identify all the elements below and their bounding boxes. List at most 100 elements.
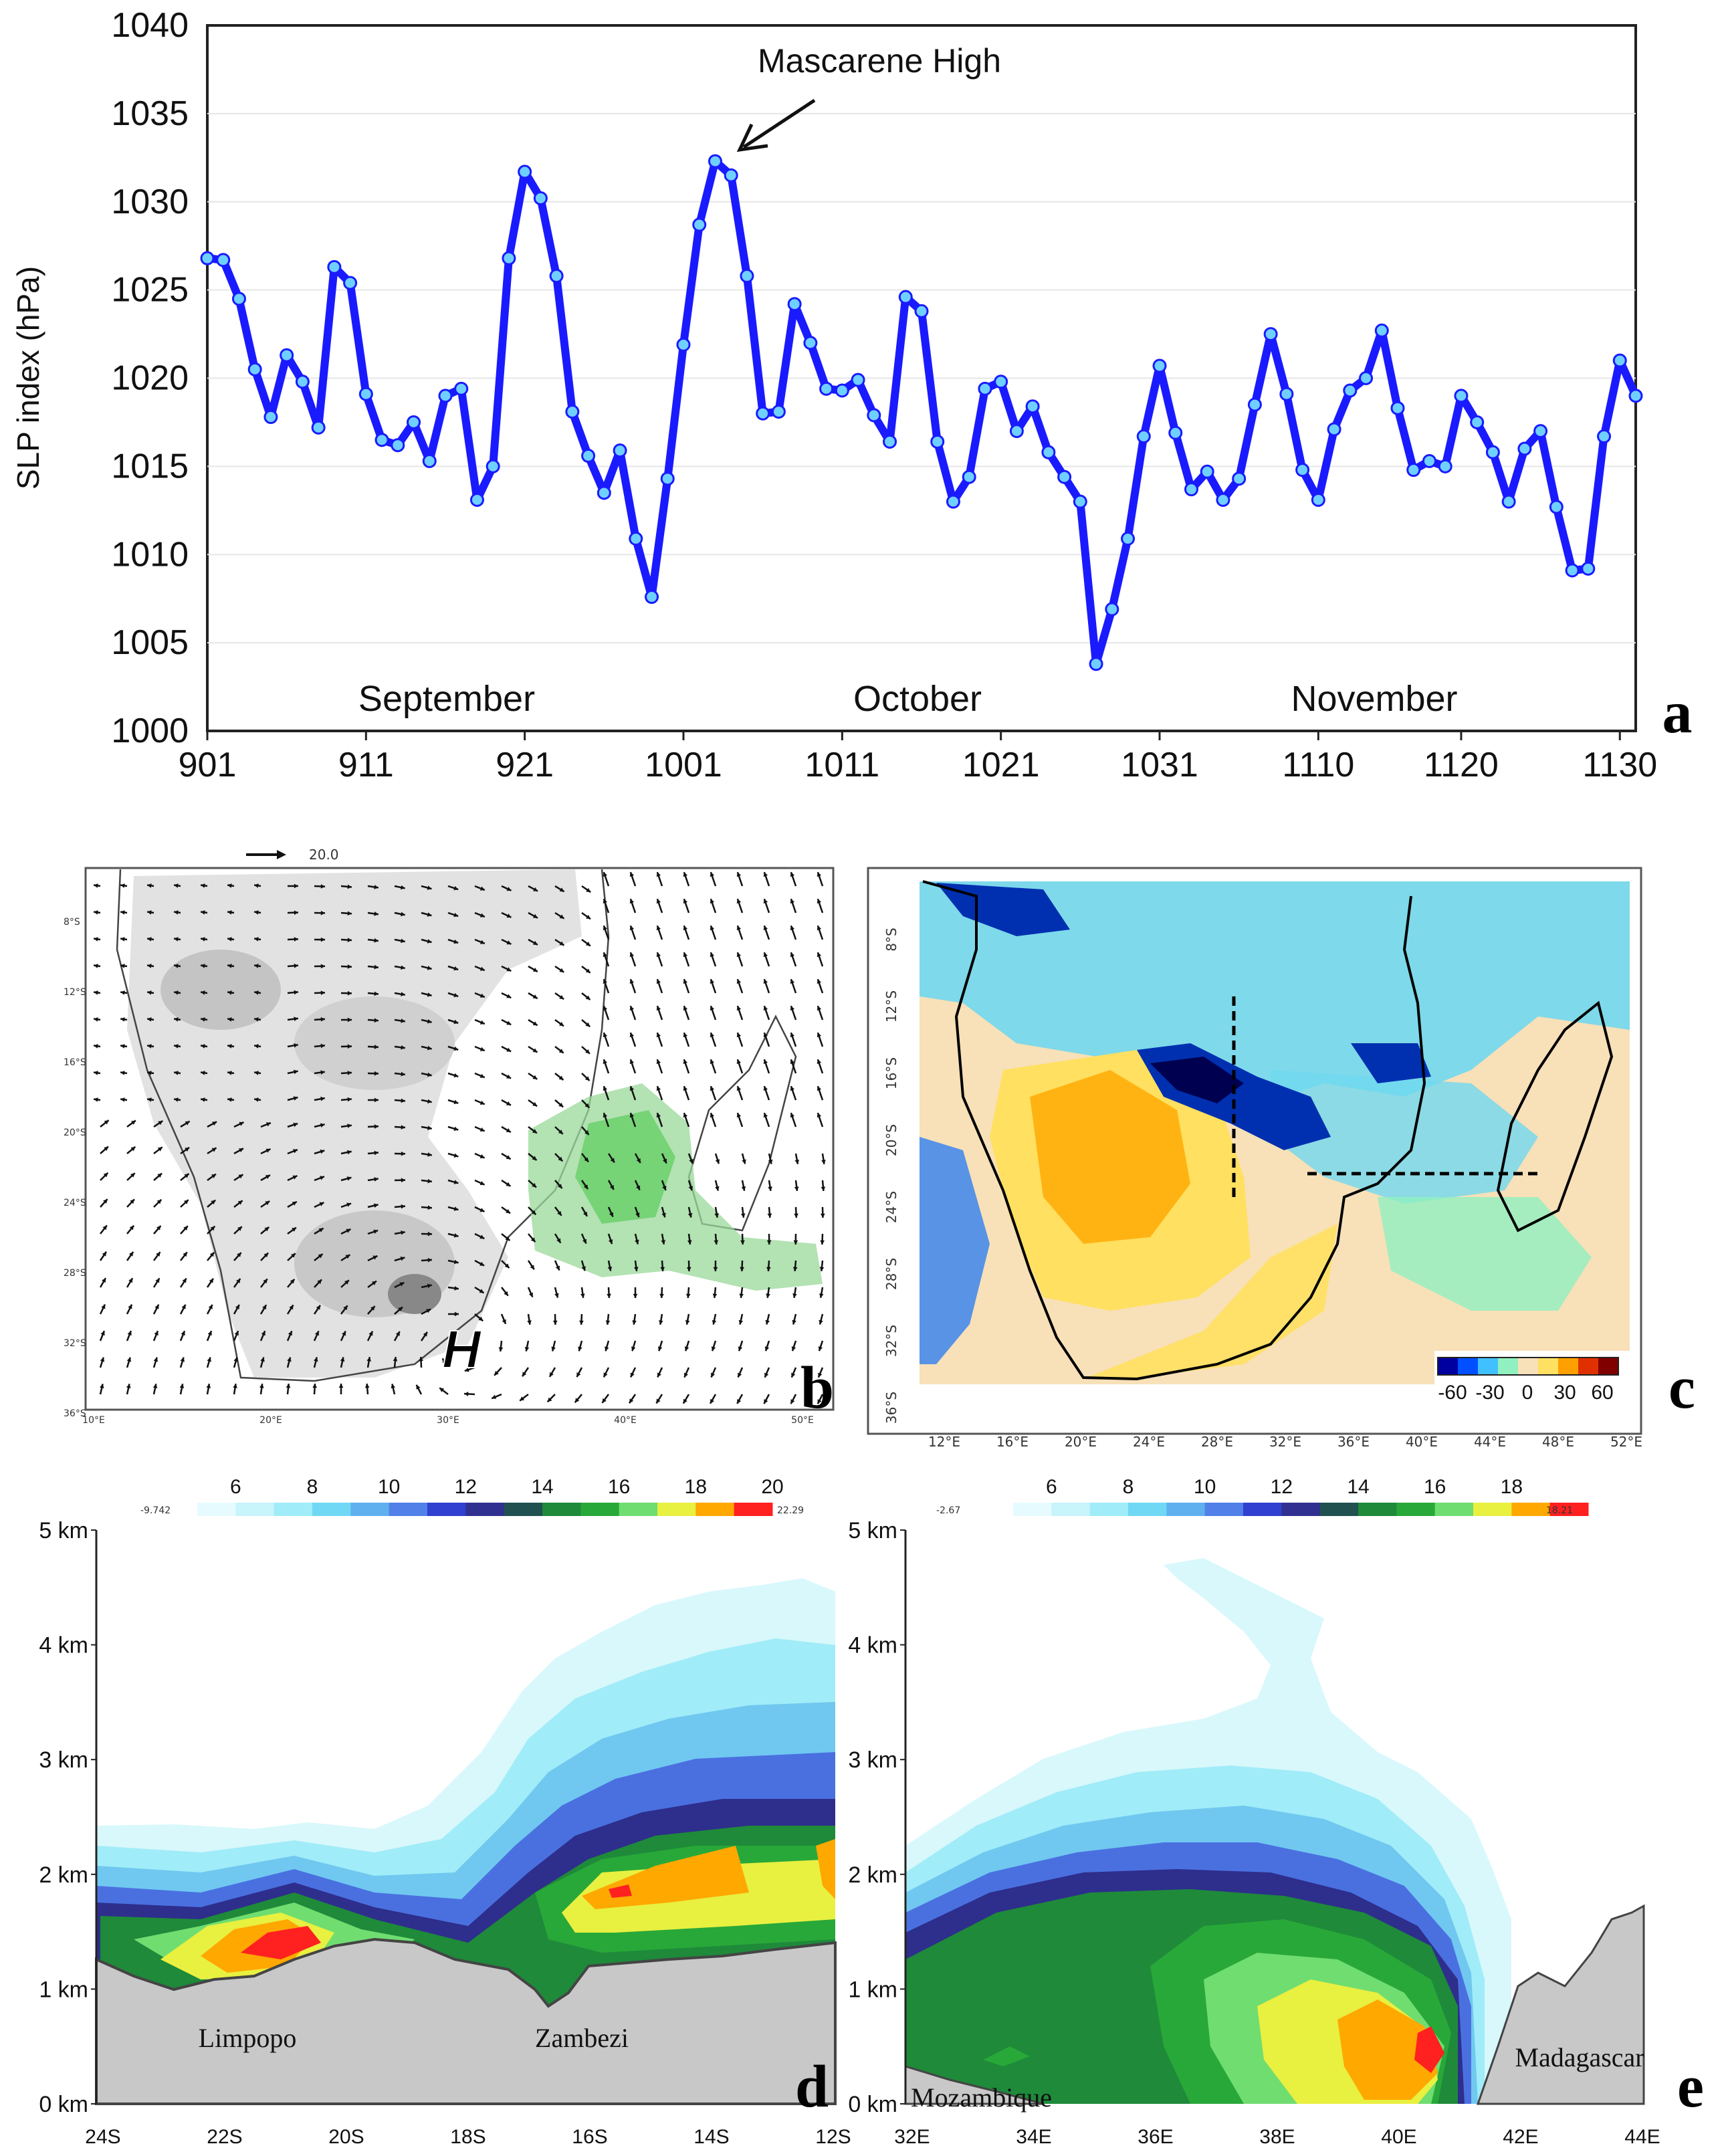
wind-vector-head bbox=[710, 872, 715, 877]
wind-vector-head bbox=[120, 1071, 125, 1075]
data-point bbox=[391, 438, 405, 453]
wind-vector-head bbox=[820, 1240, 825, 1245]
wind-vector-head bbox=[320, 937, 325, 942]
wind-vector-head bbox=[227, 883, 232, 888]
data-point bbox=[962, 469, 976, 484]
wind-vector-head bbox=[763, 1059, 768, 1065]
wind-vector-head bbox=[532, 1156, 537, 1161]
wind-vector-head bbox=[184, 1173, 189, 1178]
wind-vector-head bbox=[559, 887, 564, 892]
wind-vector-head bbox=[736, 1113, 742, 1118]
wind-vector-head bbox=[559, 994, 564, 1000]
wind-vector-head bbox=[656, 926, 661, 931]
x-axis-label: 12S bbox=[815, 2126, 851, 2148]
colorbar-segment bbox=[1438, 1358, 1459, 1375]
colorbar-segment bbox=[1281, 1503, 1321, 1516]
colorbar-segment bbox=[1013, 1503, 1052, 1516]
colorbar-border bbox=[1437, 1357, 1619, 1376]
wind-vector-head bbox=[688, 1186, 693, 1191]
wind-vector-head bbox=[506, 1047, 512, 1052]
x-axis-label: 38E bbox=[1259, 2126, 1295, 2148]
wind-vector-head bbox=[790, 1006, 795, 1011]
wind-vector-head bbox=[790, 1086, 795, 1091]
colorbar-label: 10 bbox=[378, 1476, 400, 1498]
data-point bbox=[295, 374, 310, 389]
wind-vector-head bbox=[559, 941, 564, 946]
wind-vector-head bbox=[147, 964, 152, 968]
wind-vector-head bbox=[817, 1113, 822, 1118]
latitude-label: 36°S bbox=[883, 1392, 899, 1424]
colorbar-segment bbox=[350, 1503, 390, 1516]
wind-vector-head bbox=[201, 937, 205, 942]
wind-vector-head bbox=[201, 1017, 205, 1022]
wind-vector-head bbox=[819, 1267, 825, 1271]
wind-vector-head bbox=[211, 1148, 217, 1152]
longitude-labels: 10°E 20°E 30°E 40°E 50°E bbox=[82, 1415, 814, 1426]
data-point bbox=[565, 405, 580, 419]
x-tick-label: 921 bbox=[496, 746, 554, 784]
data-point bbox=[883, 434, 897, 449]
wind-vector-head bbox=[479, 1289, 484, 1293]
colorbar-label: 16 bbox=[608, 1476, 630, 1498]
wind-vector-head bbox=[293, 1069, 298, 1075]
colorbar-segment bbox=[1243, 1503, 1282, 1516]
wind-vector-head bbox=[235, 1305, 239, 1310]
wind-vector-head bbox=[263, 1279, 267, 1284]
x-axis-label: 34E bbox=[1016, 2126, 1051, 2148]
wind-vector-head bbox=[320, 884, 325, 889]
wind-vector-head bbox=[401, 911, 405, 917]
wind-vector-head bbox=[578, 1346, 582, 1352]
data-point bbox=[1628, 389, 1643, 403]
y-tick-label: 1040 bbox=[111, 6, 189, 45]
data-point bbox=[629, 532, 643, 546]
wind-vector-head bbox=[265, 1175, 270, 1180]
wind-vector-head bbox=[710, 1059, 715, 1065]
wind-vector-head bbox=[656, 1086, 661, 1091]
wind-vector-head bbox=[817, 1086, 822, 1091]
longitude-labels: 12°E 16°E 20°E 24°E 28°E 32°E 36°E 40°E 44°E 48°E… bbox=[928, 1434, 1642, 1450]
wind-vector-head bbox=[316, 1305, 320, 1310]
wind-vector-head bbox=[453, 1073, 459, 1078]
wind-vector-head bbox=[742, 1159, 746, 1164]
wind-vector-head bbox=[453, 1206, 459, 1211]
wind-vector-head bbox=[768, 1186, 772, 1191]
wind-vector-head bbox=[289, 1305, 294, 1310]
wind-vector-head bbox=[479, 1100, 485, 1105]
wind-vector-head bbox=[156, 1225, 161, 1230]
wind-vector-head bbox=[147, 1097, 152, 1102]
wind-vector-head bbox=[737, 1399, 742, 1404]
wind-vector-head bbox=[559, 1022, 564, 1027]
wind-vector-head bbox=[401, 1230, 405, 1235]
x-axis-label: 36E bbox=[1138, 2126, 1173, 2148]
wind-vector-head bbox=[656, 979, 661, 984]
colorbar-min-label: -2.67 bbox=[936, 1505, 960, 1516]
wind-vector-head bbox=[254, 1071, 259, 1075]
colorbar-segment bbox=[1319, 1503, 1359, 1516]
data-point bbox=[1581, 561, 1596, 576]
wind-vector-head bbox=[227, 1071, 232, 1075]
data-point bbox=[469, 492, 484, 507]
wind-vector-head bbox=[147, 937, 152, 942]
wind-vector-head bbox=[156, 1199, 162, 1204]
wind-vector-head bbox=[603, 1059, 608, 1065]
wind-vector-head bbox=[736, 926, 742, 931]
anomaly-ocean-cyan bbox=[1271, 1070, 1538, 1204]
wind-vector-head bbox=[576, 1372, 581, 1378]
wind-vector-head bbox=[479, 1127, 485, 1132]
longitude-label: 32°E bbox=[1269, 1434, 1301, 1450]
wind-vector-head bbox=[506, 1101, 511, 1105]
data-point bbox=[374, 433, 389, 447]
latitude-label: 8°S bbox=[64, 917, 80, 928]
wind-vector-head bbox=[585, 968, 590, 973]
data-point bbox=[1121, 532, 1136, 546]
y-axis-labels: 0 km 1 km 2 km 3 km 4 km 5 km bbox=[848, 1518, 905, 2117]
colorbar-label: 60 bbox=[1591, 1382, 1613, 1404]
wind-vector-head bbox=[794, 1213, 798, 1218]
x-axis-label: 44E bbox=[1624, 2126, 1660, 2148]
wind-vector-head bbox=[479, 1154, 485, 1159]
wind-vector-head bbox=[94, 883, 98, 888]
panel-e-cross-section: 6 8 10 12 14 16 18 -2.67 18.21 0 km 1 km 2 km 3 k… bbox=[848, 1476, 1704, 2148]
wind-vector-head bbox=[120, 1044, 125, 1049]
wind-vector-head bbox=[318, 1228, 324, 1232]
